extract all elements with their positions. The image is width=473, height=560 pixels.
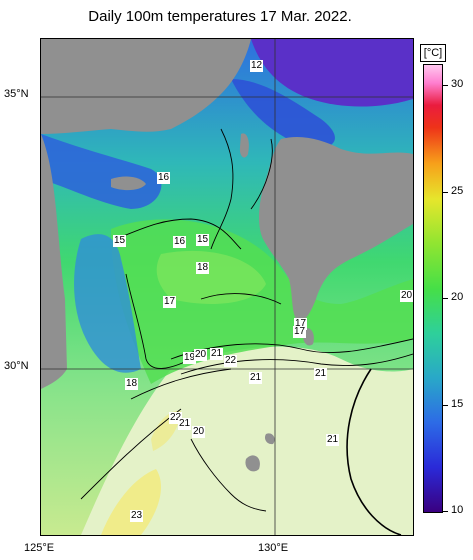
colorbar-unit: [°C] bbox=[420, 44, 446, 62]
isotherm-label: 12 bbox=[250, 60, 264, 72]
colorbar-tick bbox=[443, 511, 448, 512]
tsushima-island bbox=[239, 133, 249, 158]
lat-label-30n: 30°N bbox=[4, 360, 29, 372]
isotherm-label: 15 bbox=[113, 235, 127, 247]
isotherm-label: 19 bbox=[183, 352, 197, 364]
map-title: Daily 100m temperatures 17 Mar. 2022. bbox=[88, 8, 352, 25]
colorbar-tick-label: 25 bbox=[451, 184, 464, 197]
lat-label-35n: 35°N bbox=[4, 88, 29, 100]
lon-label-130e: 130°E bbox=[258, 542, 289, 554]
colorbar-tick bbox=[443, 85, 448, 87]
colorbar-tick bbox=[443, 298, 448, 300]
isotherm-contours bbox=[80, 128, 413, 535]
isotherm-label: 18 bbox=[196, 262, 210, 274]
colorbar bbox=[423, 64, 443, 513]
china-landmass bbox=[41, 134, 67, 389]
japan-landmass bbox=[259, 137, 413, 321]
isotherm-label: 16 bbox=[173, 236, 187, 248]
colorbar-tick bbox=[443, 191, 448, 193]
colorbar-tick bbox=[443, 404, 448, 406]
korea-landmass bbox=[41, 39, 251, 134]
isotherm-label: 20 bbox=[400, 290, 414, 302]
isotherm-label: 23 bbox=[130, 510, 144, 522]
graticule bbox=[41, 39, 413, 535]
jeju-island bbox=[111, 176, 146, 191]
isotherm-label: 18 bbox=[125, 378, 139, 390]
isotherm-label: 21 bbox=[314, 368, 328, 380]
warm-water-region bbox=[81, 346, 413, 535]
isotherm-label: 20 bbox=[194, 349, 208, 361]
isotherm-label: 22 bbox=[224, 355, 238, 367]
isotherm-label: 21 bbox=[326, 434, 340, 446]
isotherm-label: 15 bbox=[196, 234, 210, 246]
lon-label-125e: 125°E bbox=[24, 542, 55, 554]
warm-spot bbox=[101, 469, 161, 535]
isotherm-label: 21 bbox=[249, 372, 263, 384]
isotherm-label: 20 bbox=[192, 426, 206, 438]
colorbar-tick-label: 30 bbox=[451, 78, 464, 91]
temperature-map bbox=[40, 38, 414, 536]
colorbar-tick-label: 20 bbox=[451, 291, 464, 304]
isotherm-label: 21 bbox=[178, 418, 192, 430]
isotherm-label: 17 bbox=[293, 326, 307, 338]
colorbar-tick-label: 15 bbox=[451, 397, 464, 410]
isotherm-label: 17 bbox=[163, 296, 177, 308]
colorbar-tick-label: 10 bbox=[451, 504, 464, 516]
isotherm-label: 21 bbox=[210, 348, 224, 360]
isotherm-label: 16 bbox=[157, 172, 171, 184]
